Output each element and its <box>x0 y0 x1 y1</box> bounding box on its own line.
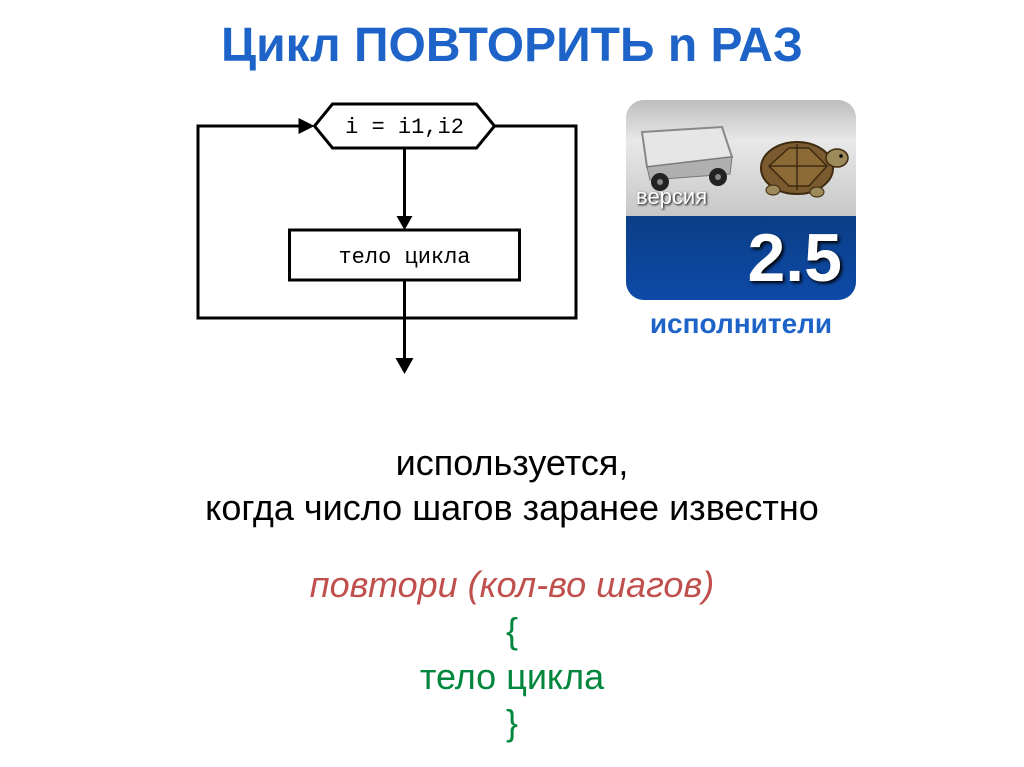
badge-top: версия <box>626 100 856 216</box>
turtle-icon <box>749 126 854 206</box>
syntax-header: повтори (кол-во шагов) <box>0 562 1024 608</box>
top-row: i = i1,i2 тело цикла <box>0 90 1024 385</box>
slide-title: Цикл ПОВТОРИТЬ n РАЗ <box>0 18 1024 73</box>
syntax-open-brace: { <box>0 608 1024 654</box>
badge-version-label: версия <box>636 184 707 210</box>
badge-wrap: версия 2.5 исполнители <box>626 100 856 340</box>
badge-bottom: 2.5 <box>626 216 856 300</box>
slide-root: Цикл ПОВТОРИТЬ n РАЗ i = i1,i2 тело цикла <box>0 0 1024 767</box>
badge-version-number: 2.5 <box>747 219 842 297</box>
flowchart-svg: i = i1,i2 тело цикла <box>168 90 598 380</box>
syntax-close-brace: } <box>0 700 1024 746</box>
svg-text:тело цикла: тело цикла <box>338 245 470 270</box>
syntax-body: тело цикла <box>0 654 1024 700</box>
badge-caption: исполнители <box>626 308 856 340</box>
syntax-block: повтори (кол-во шагов) { тело цикла } <box>0 562 1024 746</box>
flowchart: i = i1,i2 тело цикла <box>168 90 598 385</box>
description-block: используется, когда число шагов заранее … <box>0 440 1024 530</box>
cart-icon <box>632 122 742 192</box>
description-line1: используется, <box>0 440 1024 485</box>
description-line2: когда число шагов заранее известно <box>0 485 1024 530</box>
svg-text:i = i1,i2: i = i1,i2 <box>345 115 464 140</box>
app-badge: версия 2.5 <box>626 100 856 300</box>
